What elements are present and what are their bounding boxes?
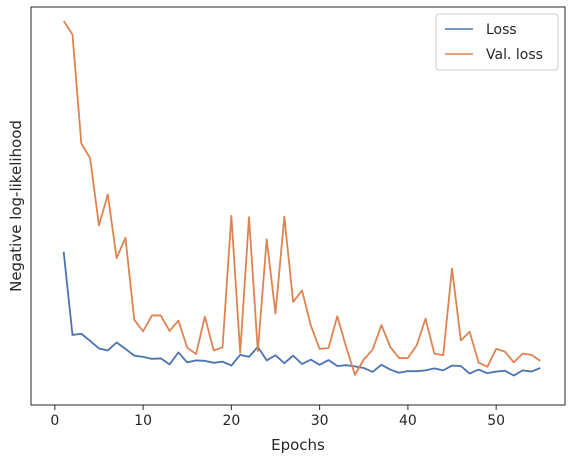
series-line-val-loss bbox=[62, 20, 541, 376]
legend-box bbox=[435, 13, 559, 71]
legend: Loss Val. loss bbox=[435, 13, 559, 71]
series-line-loss bbox=[62, 251, 541, 377]
y-axis-label: Negative log-likelihood bbox=[7, 120, 25, 292]
legend-label-loss: Loss bbox=[486, 22, 517, 38]
series-layer bbox=[62, 20, 541, 377]
x-tick-label: 10 bbox=[134, 413, 152, 429]
x-tick-label: 30 bbox=[311, 413, 329, 429]
x-tick-label: 20 bbox=[222, 413, 240, 429]
x-axis: 0 10 20 30 40 50 bbox=[50, 405, 505, 429]
legend-label-val-loss: Val. loss bbox=[486, 47, 543, 63]
x-axis-label: Epochs bbox=[271, 436, 325, 454]
x-tick-label: 0 bbox=[50, 413, 59, 429]
x-tick-label: 40 bbox=[399, 413, 417, 429]
plot-frame bbox=[30, 6, 566, 406]
x-tick-label: 50 bbox=[487, 413, 505, 429]
